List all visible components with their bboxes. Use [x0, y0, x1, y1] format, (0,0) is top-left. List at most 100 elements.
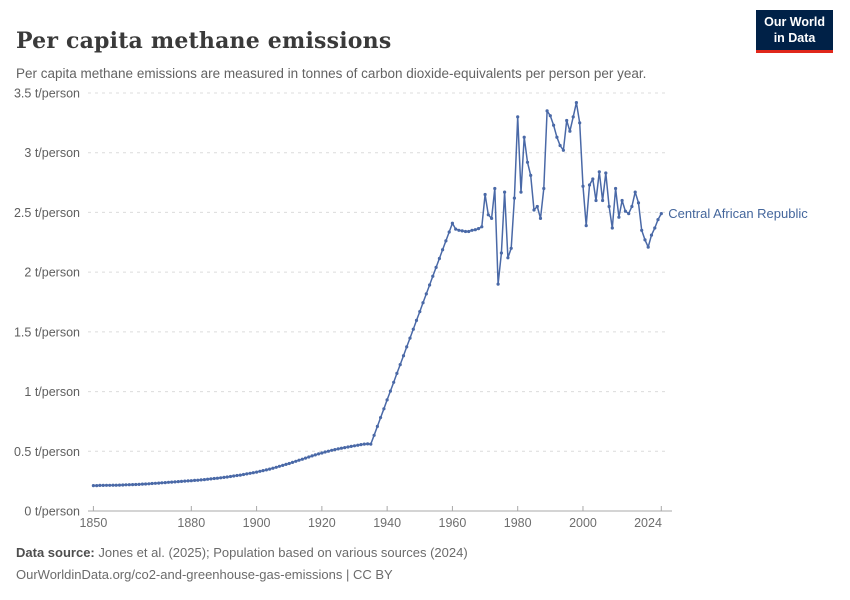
- data-point: [336, 447, 340, 451]
- data-point: [258, 469, 262, 473]
- data-source-label: Data source:: [16, 545, 95, 560]
- data-point: [150, 481, 154, 486]
- data-point: [457, 228, 461, 232]
- data-point: [411, 327, 415, 331]
- data-point: [238, 473, 242, 477]
- data-point: [512, 196, 517, 200]
- citation-link[interactable]: OurWorldinData.org/co2-and-greenhouse-ga…: [16, 567, 393, 583]
- data-point: [382, 407, 386, 411]
- data-point: [405, 345, 409, 349]
- data-point: [496, 282, 500, 286]
- data-point: [300, 457, 304, 461]
- data-point: [297, 458, 301, 462]
- data-point: [189, 479, 193, 483]
- y-axis-tick-label: 2 t/person: [24, 266, 80, 280]
- data-point: [284, 462, 288, 466]
- data-point: [251, 471, 255, 475]
- data-point: [202, 478, 206, 482]
- data-point: [131, 483, 135, 487]
- data-point: [362, 442, 366, 446]
- data-point: [473, 228, 477, 232]
- data-point: [101, 483, 105, 487]
- data-point: [408, 336, 412, 340]
- x-axis-tick-label: 1850: [79, 516, 107, 530]
- y-axis-tick-label: 0 t/person: [24, 505, 80, 519]
- data-point: [176, 480, 180, 484]
- data-point: [160, 481, 164, 485]
- x-axis-tick-label: 2000: [569, 516, 597, 530]
- data-point: [636, 201, 641, 205]
- data-point: [395, 371, 399, 375]
- data-point: [91, 484, 95, 488]
- data-point: [607, 204, 611, 209]
- data-point: [261, 469, 265, 473]
- series-line: [93, 101, 662, 487]
- data-point: [359, 443, 363, 447]
- data-point: [424, 292, 428, 296]
- data-point: [444, 239, 448, 243]
- data-source-text: Jones et al. (2025); Population based on…: [94, 545, 468, 560]
- data-point: [232, 474, 236, 478]
- data-point: [594, 198, 598, 203]
- chart-footer: Data source: Jones et al. (2025); Popula…: [16, 542, 468, 587]
- data-point: [437, 256, 441, 261]
- data-point: [343, 446, 347, 450]
- data-point: [460, 229, 464, 233]
- data-point: [212, 476, 216, 481]
- data-point: [323, 450, 327, 454]
- data-point: [225, 475, 229, 479]
- data-point: [170, 480, 174, 484]
- data-point: [147, 482, 151, 486]
- y-axis-tick-label: 0.5 t/person: [14, 445, 80, 459]
- data-point: [656, 218, 660, 222]
- data-point: [303, 456, 308, 460]
- data-point: [333, 448, 337, 452]
- data-point: [222, 475, 226, 479]
- data-point: [206, 477, 210, 481]
- y-axis-tick-label: 2.5 t/person: [14, 206, 80, 220]
- data-point: [584, 224, 588, 228]
- data-point: [434, 265, 438, 269]
- data-point: [199, 478, 203, 482]
- data-point: [268, 467, 272, 471]
- y-axis-tick-label: 3.5 t/person: [14, 86, 80, 100]
- data-point: [421, 301, 425, 305]
- data-point: [307, 455, 311, 459]
- data-point: [392, 380, 396, 384]
- entity-label[interactable]: Central African Republic: [668, 206, 808, 221]
- data-point: [627, 212, 631, 216]
- data-point: [241, 472, 246, 477]
- data-point: [401, 354, 406, 358]
- data-point: [470, 228, 474, 232]
- data-point: [604, 171, 608, 175]
- data-point: [640, 228, 644, 232]
- data-point: [127, 483, 131, 487]
- data-point: [558, 143, 562, 148]
- owid-logo[interactable]: Our World in Data: [756, 10, 833, 54]
- data-point: [274, 465, 278, 469]
- data-point: [653, 226, 657, 230]
- data-point: [535, 204, 539, 209]
- citation-line: OurWorldinData.org/co2-and-greenhouse-ga…: [16, 564, 468, 586]
- data-point: [617, 215, 621, 219]
- data-point: [294, 459, 298, 463]
- x-axis-tick-label: 1980: [504, 516, 532, 530]
- data-point: [623, 209, 628, 213]
- page-title: Per capita methane emissions: [16, 27, 392, 54]
- data-point: [326, 449, 330, 453]
- data-point: [555, 135, 559, 139]
- data-point: [578, 121, 582, 125]
- data-point: [245, 472, 249, 476]
- data-point: [529, 173, 533, 177]
- data-point: [388, 389, 392, 393]
- data-point: [441, 248, 445, 252]
- data-point: [277, 464, 281, 468]
- data-point: [153, 481, 157, 485]
- data-point: [366, 442, 370, 446]
- data-point: [320, 451, 324, 455]
- data-point: [591, 177, 595, 181]
- data-point: [519, 190, 523, 194]
- data-point: [108, 483, 112, 487]
- data-point: [196, 478, 200, 482]
